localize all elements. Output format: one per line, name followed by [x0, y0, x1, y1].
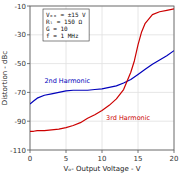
line-series: [30, 9, 174, 131]
tick-label-y: -70: [15, 89, 26, 97]
tick-label-y: -10: [15, 3, 26, 11]
tick-y: [27, 92, 30, 93]
annotation-box: Vₒₒ = ±15 VRₗ = 150 ΩG = 10f = 1 MHz: [43, 9, 89, 41]
tick-x: [66, 150, 67, 153]
x-axis-label: Vₒ- Output Voltage - V: [64, 165, 141, 173]
lines: [30, 9, 174, 131]
tick-y: [27, 63, 30, 64]
tick-x: [174, 150, 175, 153]
plot-frame: [30, 6, 174, 150]
chart: 0 5 10 15 20 -110 -90 -70 -50 -30 -10 2nd Harmonic 3…: [0, 0, 182, 174]
tick-y: [27, 121, 30, 122]
tick-label-y: -50: [15, 60, 26, 68]
tick-y: [27, 150, 30, 151]
tick-label-x: 5: [64, 155, 68, 163]
tick-y: [27, 34, 30, 35]
tick-label-y: -110: [10, 147, 26, 155]
curve-label: 3rd Harmonic: [106, 114, 151, 122]
annotation-frame: [43, 9, 89, 41]
tick-label-x: 0: [28, 155, 32, 163]
grid-line-x: [138, 6, 139, 150]
grid-line-y: [30, 121, 174, 122]
tick-label-x: 15: [134, 155, 143, 163]
tick-label-x: 20: [170, 155, 179, 163]
curve-label: 2nd Harmonic: [44, 77, 90, 85]
grid: [30, 6, 174, 150]
tick-x: [102, 150, 103, 153]
grid-line-x: [102, 6, 103, 150]
annotation: Vₒₒ = ±15 VRₗ = 150 ΩG = 10f = 1 MHz: [46, 11, 86, 39]
y-axis-label: Distortion - dBc: [1, 51, 9, 106]
tick-x: [138, 150, 139, 153]
grid-line-y: [30, 92, 174, 93]
tick-y: [27, 6, 30, 7]
tick-label-y: -90: [15, 118, 26, 126]
line-series: [30, 51, 174, 104]
tick-label-x: 10: [98, 155, 107, 163]
tick-label-y: -30: [15, 31, 26, 39]
tick-x: [30, 150, 31, 153]
